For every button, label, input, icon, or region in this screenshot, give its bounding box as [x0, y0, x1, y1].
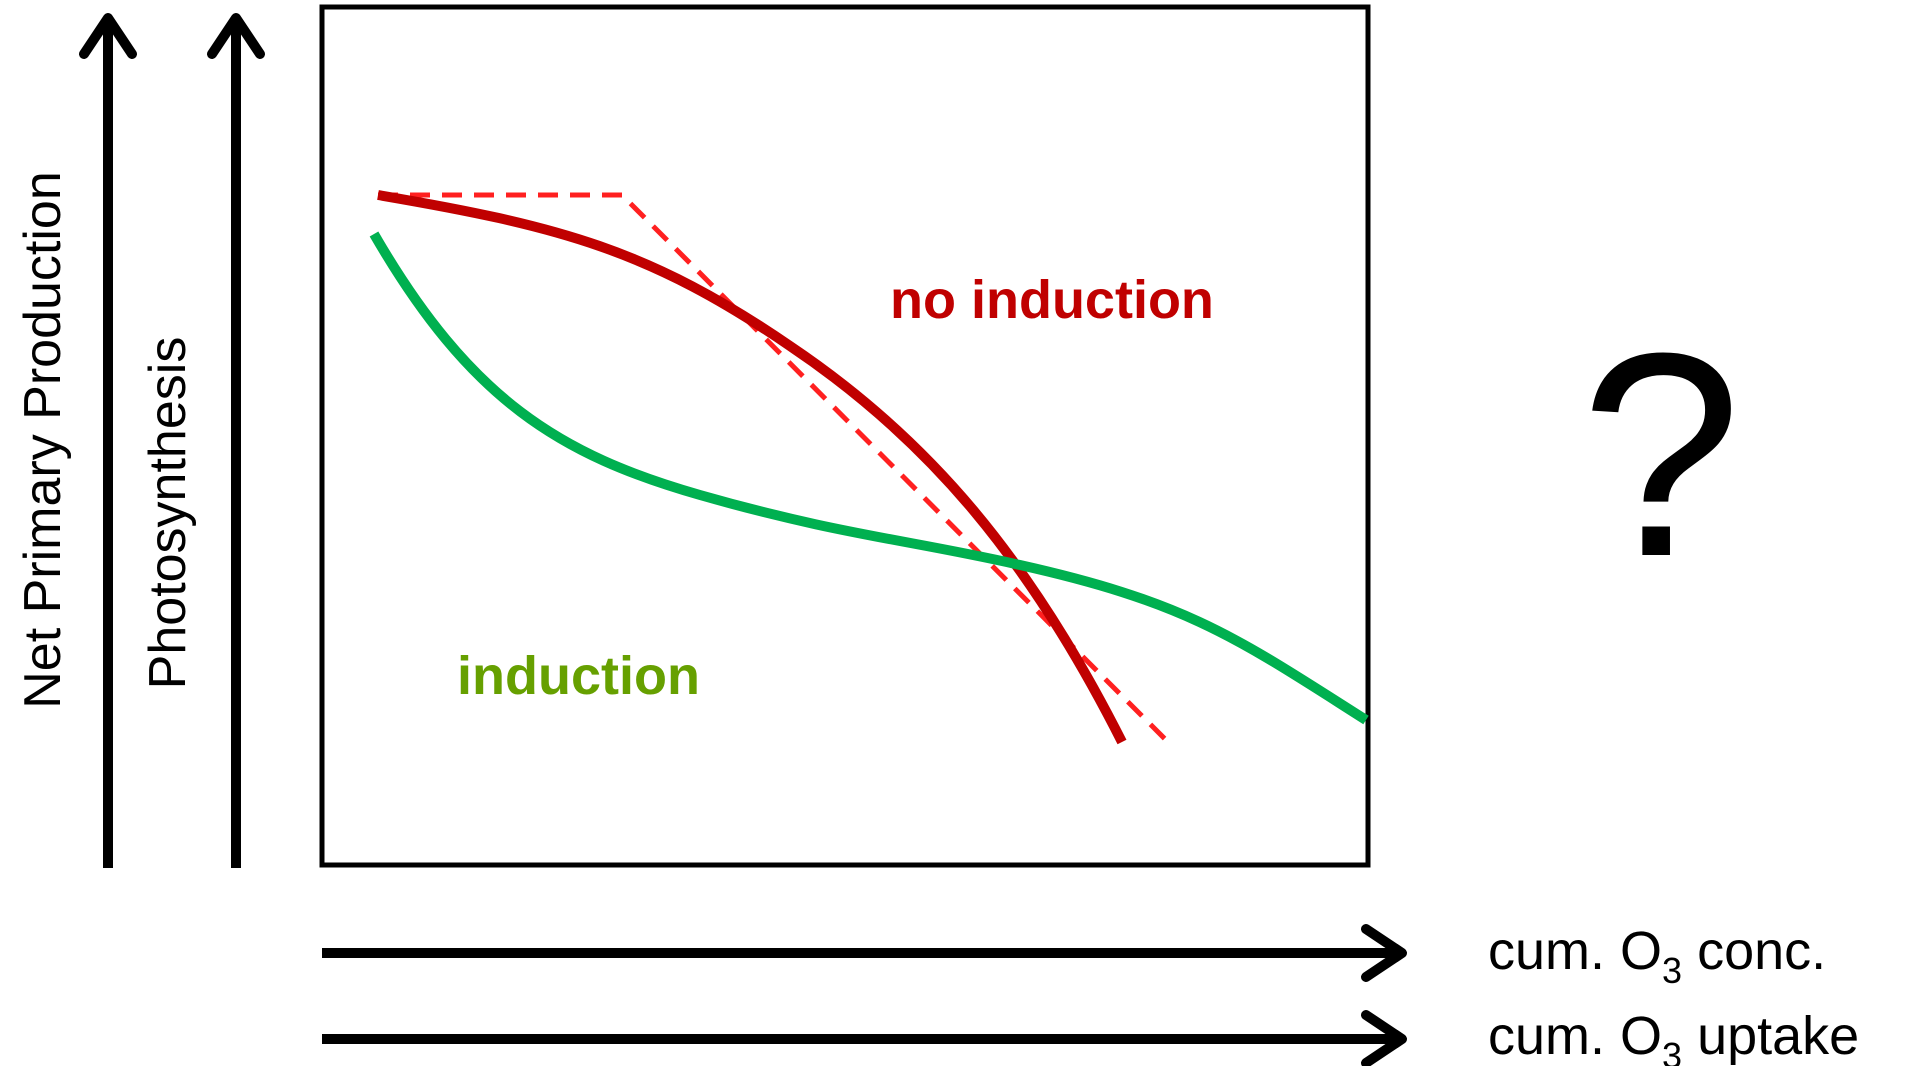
x-axis-conc-arrowhead-icon: [1361, 924, 1407, 982]
induction-curve: [369, 231, 1369, 725]
plot-frame: [319, 4, 1371, 868]
x-axis-conc: cum. O3 conc.: [322, 921, 1826, 991]
x-axis-uptake-subscript: 3: [1662, 1035, 1682, 1066]
y-axis-npp-arrowhead-icon: [79, 13, 137, 59]
x-axis-conc-label: cum. O3 conc.: [1488, 921, 1826, 991]
y-axis-photosynthesis: Photosynthesis: [139, 13, 265, 868]
question-mark: ?: [1580, 293, 1741, 617]
y-axis-photosynthesis-arrowhead-icon: [207, 13, 265, 59]
no-induction-dashed-line: [378, 192, 1170, 744]
no-induction-label: no induction: [890, 270, 1214, 330]
x-axis-uptake: cum. O3 uptake: [322, 1006, 1859, 1066]
no-induction-curve: [377, 190, 1127, 745]
y-axis-net-primary-production: Net Primary Production: [14, 13, 137, 868]
induction-label: induction: [457, 646, 700, 706]
x-axis-conc-subscript: 3: [1662, 950, 1682, 991]
x-axis-uptake-arrowhead-icon: [1361, 1010, 1407, 1066]
x-axis-uptake-label: cum. O3 uptake: [1488, 1006, 1859, 1066]
y-axis-npp-label: Net Primary Production: [14, 171, 72, 709]
y-axis-photosynthesis-label: Photosynthesis: [139, 337, 197, 690]
